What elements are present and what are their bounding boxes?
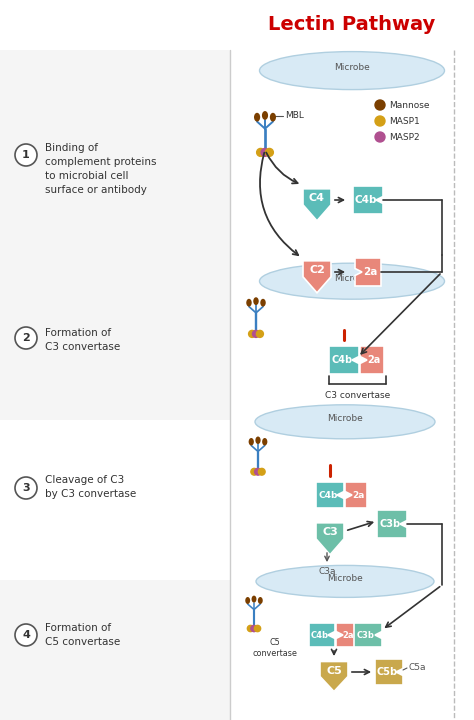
FancyBboxPatch shape xyxy=(0,580,230,720)
Polygon shape xyxy=(345,482,367,508)
Polygon shape xyxy=(354,623,382,647)
Ellipse shape xyxy=(255,436,261,444)
Text: Mannose: Mannose xyxy=(389,101,429,109)
Text: Formation of: Formation of xyxy=(45,623,111,633)
Circle shape xyxy=(256,148,264,156)
Polygon shape xyxy=(329,346,359,374)
Text: 2: 2 xyxy=(22,333,30,343)
Circle shape xyxy=(375,132,385,142)
Polygon shape xyxy=(377,510,407,538)
Text: 2a: 2a xyxy=(363,267,377,277)
Polygon shape xyxy=(355,258,381,286)
Polygon shape xyxy=(303,189,331,221)
Text: 1: 1 xyxy=(22,150,30,160)
Circle shape xyxy=(251,626,257,631)
Text: C3b: C3b xyxy=(357,631,375,639)
Circle shape xyxy=(251,469,258,475)
Ellipse shape xyxy=(255,405,435,438)
Text: C2: C2 xyxy=(309,266,325,275)
Text: Microbe: Microbe xyxy=(334,63,370,72)
Polygon shape xyxy=(353,186,383,214)
Text: C4b: C4b xyxy=(355,195,377,205)
Text: MBL: MBL xyxy=(285,112,304,120)
Polygon shape xyxy=(360,346,384,374)
Circle shape xyxy=(247,626,254,631)
Circle shape xyxy=(253,330,259,338)
Text: C5a: C5a xyxy=(409,662,427,672)
Ellipse shape xyxy=(254,113,260,122)
Circle shape xyxy=(15,327,37,349)
Text: C3: C3 xyxy=(322,527,338,537)
Text: C3 convertase: C3 convertase xyxy=(325,392,390,400)
Text: Lectin Pathway: Lectin Pathway xyxy=(268,14,436,34)
Ellipse shape xyxy=(252,595,256,603)
Text: 2a: 2a xyxy=(352,490,364,500)
Ellipse shape xyxy=(249,438,254,446)
Circle shape xyxy=(255,469,261,475)
Ellipse shape xyxy=(262,438,267,446)
Polygon shape xyxy=(375,659,403,685)
Text: C5b: C5b xyxy=(376,667,398,677)
Polygon shape xyxy=(309,623,335,647)
Polygon shape xyxy=(303,261,331,293)
Circle shape xyxy=(261,148,269,156)
Text: 3: 3 xyxy=(22,483,30,493)
Text: C3a: C3a xyxy=(318,567,336,577)
Circle shape xyxy=(375,116,385,126)
Circle shape xyxy=(375,100,385,110)
Text: C4b: C4b xyxy=(331,355,353,365)
Ellipse shape xyxy=(260,299,266,307)
Ellipse shape xyxy=(256,565,434,598)
Text: Microbe: Microbe xyxy=(327,414,363,423)
Circle shape xyxy=(15,624,37,646)
Text: MASP2: MASP2 xyxy=(389,132,419,142)
Text: MASP1: MASP1 xyxy=(389,117,420,125)
Text: Formation of: Formation of xyxy=(45,328,111,338)
Ellipse shape xyxy=(259,264,445,300)
Text: C5
convertase: C5 convertase xyxy=(253,638,298,658)
Text: C4b: C4b xyxy=(311,631,329,639)
Polygon shape xyxy=(320,662,348,691)
FancyBboxPatch shape xyxy=(0,280,230,420)
Circle shape xyxy=(258,469,265,475)
Circle shape xyxy=(15,144,37,166)
Polygon shape xyxy=(336,623,356,647)
Ellipse shape xyxy=(246,299,252,307)
Ellipse shape xyxy=(259,52,445,89)
Ellipse shape xyxy=(253,297,259,305)
Circle shape xyxy=(15,477,37,499)
Text: Microbe: Microbe xyxy=(327,574,363,583)
Ellipse shape xyxy=(258,597,263,604)
Text: C5: C5 xyxy=(326,665,342,675)
Text: C4b: C4b xyxy=(319,490,337,500)
Polygon shape xyxy=(316,523,344,555)
Text: surface or antibody: surface or antibody xyxy=(45,185,147,195)
Text: 4: 4 xyxy=(22,630,30,640)
Text: by C3 convertase: by C3 convertase xyxy=(45,489,136,499)
Ellipse shape xyxy=(262,111,268,120)
Circle shape xyxy=(265,148,273,156)
Text: Cleavage of C3: Cleavage of C3 xyxy=(45,475,124,485)
Text: to microbial cell: to microbial cell xyxy=(45,171,128,181)
Circle shape xyxy=(256,330,264,338)
FancyBboxPatch shape xyxy=(0,50,230,280)
Text: C5 convertase: C5 convertase xyxy=(45,637,120,647)
Circle shape xyxy=(248,330,255,338)
Text: C3 convertase: C3 convertase xyxy=(45,342,120,352)
Text: 2a: 2a xyxy=(342,631,354,639)
Text: Microbe: Microbe xyxy=(334,274,370,283)
Text: C4: C4 xyxy=(309,194,325,203)
Text: 2a: 2a xyxy=(367,355,381,365)
Ellipse shape xyxy=(245,597,250,604)
Ellipse shape xyxy=(270,113,276,122)
Circle shape xyxy=(255,626,261,631)
Text: C3b: C3b xyxy=(380,519,401,529)
Polygon shape xyxy=(316,482,344,508)
Text: complement proteins: complement proteins xyxy=(45,157,156,167)
Text: Binding of: Binding of xyxy=(45,143,98,153)
